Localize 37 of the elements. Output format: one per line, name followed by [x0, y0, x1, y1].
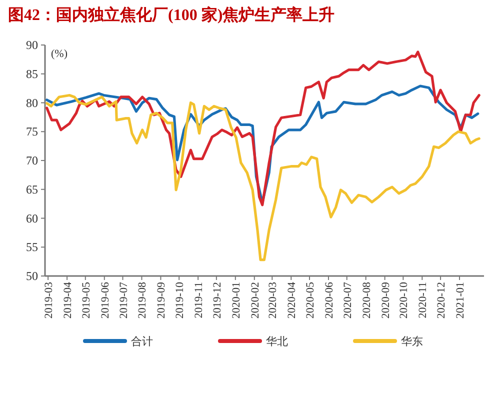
y-tick-label: 60 [26, 211, 38, 226]
legend-label: 华北 [266, 335, 288, 348]
x-tick-label: 2020-01 [230, 282, 242, 319]
chart-title: 图42：国内独立焦化厂(100 家)焦炉生产率上升 [8, 5, 335, 24]
x-tick-label: 2019-05 [80, 282, 92, 319]
x-tick-label: 2019-03 [43, 282, 56, 319]
x-tick-label: 2019-09 [156, 282, 168, 319]
x-tick-label: 2020-03 [267, 282, 280, 319]
x-tick-label: 2020-06 [323, 282, 336, 319]
y-tick-label: 85 [26, 66, 38, 81]
y-tick-label: 65 [26, 182, 38, 196]
x-tick-label: 2020-10 [398, 282, 410, 319]
x-tick-label: 2020-07 [342, 282, 354, 319]
y-axis-title: (%) [51, 48, 68, 60]
x-tick-label: 2019-10 [174, 282, 186, 319]
x-tick-label: 2019-11 [193, 282, 206, 318]
x-tick-label: 2019-07 [118, 282, 130, 319]
x-tick-label: 2020-09 [380, 282, 392, 319]
x-tick-label: 2019-08 [136, 282, 149, 319]
x-tick-label: 2020-02 [249, 282, 262, 319]
x-tick-label: 2019-04 [62, 282, 74, 319]
x-tick-label: 2019-12 [211, 282, 224, 319]
y-tick-label: 70 [26, 154, 38, 168]
y-tick-label: 50 [26, 269, 38, 283]
y-tick-label: 90 [26, 38, 38, 52]
x-tick-label: 2021-01 [454, 282, 467, 319]
x-tick-label: 2020-11 [417, 282, 430, 318]
legend-label: 合计 [131, 335, 153, 348]
x-tick-label: 2020-12 [436, 282, 448, 319]
x-tick-label: 2020-04 [286, 282, 298, 319]
y-tick-label: 80 [26, 96, 38, 110]
y-tick-label: 55 [26, 240, 38, 254]
x-tick-label: 2020-08 [360, 282, 373, 319]
x-tick-label: 2019-06 [99, 282, 112, 319]
legend-label: 华东 [401, 335, 423, 348]
y-tick-label: 75 [26, 124, 38, 139]
x-tick-label: 2020-05 [304, 282, 316, 319]
